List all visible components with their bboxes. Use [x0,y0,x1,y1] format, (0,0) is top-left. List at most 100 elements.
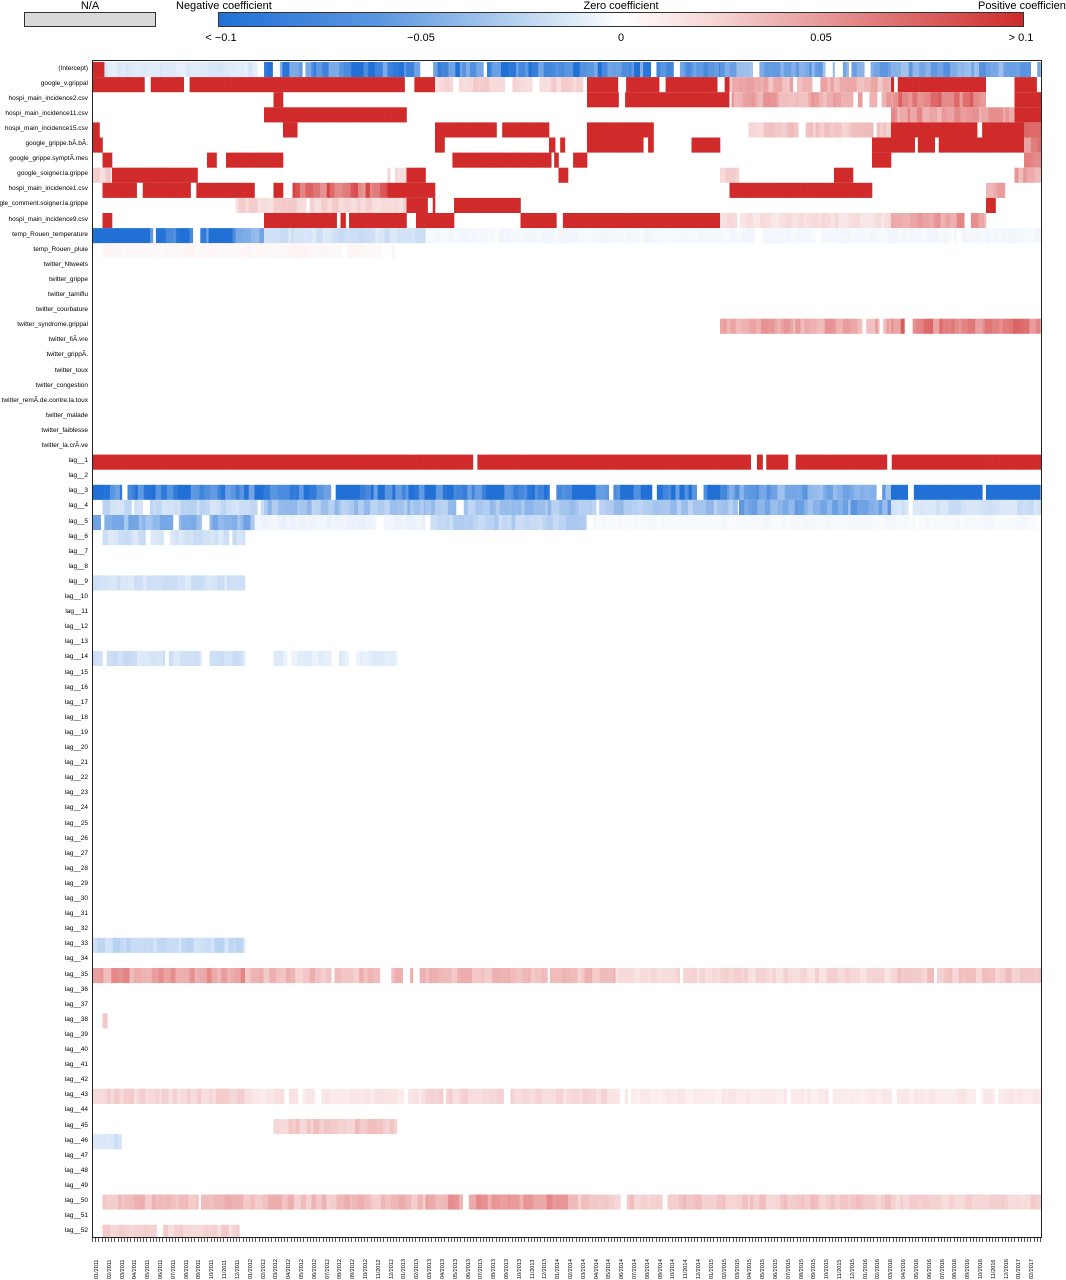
heatmap-cell [661,515,665,531]
heatmap-cell [882,499,888,515]
heatmap-cell [367,515,374,531]
heatmap-cell [993,515,1001,531]
heatmap-cell [596,499,600,515]
heatmap-cell [95,228,99,244]
heatmap-cell [518,228,526,244]
heatmap-cell [825,1088,830,1104]
heatmap-cell [359,968,365,984]
heatmap-cell [795,515,800,531]
heatmap-cell [643,62,652,78]
heatmap-cell [267,197,274,213]
heatmap-cell [157,937,165,953]
heatmap-cell [222,62,230,78]
heatmap-cell [390,515,395,531]
heatmap-cell [178,937,182,953]
heatmap-cell [691,92,695,108]
heatmap-cell [277,515,283,531]
heatmap-cell [311,62,315,78]
heatmap-cell [221,77,226,93]
heatmap-cell [136,182,144,198]
heatmap-cell [346,1119,356,1135]
heatmap-cell [788,122,795,138]
heatmap-cell [862,92,870,108]
heatmap-cell [254,228,260,244]
heatmap-cell [862,318,867,334]
heatmap-cell [1001,137,1005,153]
x-tick-mark [181,1238,183,1242]
heatmap-cell [243,182,250,198]
heatmap-cell [298,1088,303,1104]
heatmap-cell [832,62,836,78]
heatmap-cell [414,62,421,78]
heatmap-cell [558,167,564,183]
heatmap-cell [438,77,444,93]
heatmap-cell [737,92,743,108]
heatmap-cell [824,213,831,229]
heatmap-cell [910,454,913,470]
heatmap-cell [131,62,135,78]
heatmap-cell [349,650,357,666]
heatmap-cell [271,243,277,259]
heatmap-cell [97,228,101,244]
heatmap-cell [297,77,301,93]
heatmap-cell [218,530,224,546]
heatmap-cell [979,515,987,531]
row-label: lag__36 [64,985,88,993]
x-tick-mark [655,1238,657,1242]
heatmap-cell [711,1194,717,1210]
heatmap-cell [973,77,981,93]
heatmap-cell [293,1194,302,1210]
x-tick-label: 11/2016 [990,1259,997,1279]
heatmap-cell [170,968,176,984]
heatmap-cell [143,1224,150,1237]
heatmap-cell [413,197,422,213]
heatmap-cell [985,77,987,93]
heatmap-cell [597,122,606,138]
heatmap-cell [97,62,101,78]
heatmap-cell [848,62,852,78]
heatmap-cell [177,499,181,515]
heatmap-cell [373,484,378,500]
heatmap-cell [382,62,388,78]
heatmap-cell [295,1119,300,1135]
heatmap-cell [551,62,556,78]
heatmap-cell [728,968,734,984]
heatmap-cell [985,122,989,138]
heatmap-cell [1031,228,1036,244]
row-label: lag__39 [64,1030,88,1038]
heatmap-cell [114,484,121,500]
heatmap-cell [902,213,911,229]
heatmap-cell [728,454,733,470]
heatmap-cell [351,515,360,531]
heatmap-cell [504,228,508,244]
heatmap-cell [678,77,688,93]
heatmap-cell [791,213,799,229]
heatmap-cell [374,107,377,123]
heatmap-cell [749,318,756,334]
heatmap-cell [288,228,292,244]
heatmap-cell [193,228,201,244]
x-tick-mark [908,1238,910,1242]
heatmap-cell [755,228,763,244]
heatmap-cell [434,1088,439,1104]
x-tick-label: 03/2015 [734,1259,741,1279]
heatmap-cell [421,197,429,213]
heatmap-cell [999,77,1008,93]
heatmap-cell [211,243,214,259]
heatmap-cell [321,515,328,531]
heatmap-cell [766,213,771,229]
heatmap-cell [163,937,168,953]
heatmap-cell [263,243,272,259]
heatmap-cell [105,243,114,259]
heatmap-cell [134,968,142,984]
x-tick-mark [200,1238,202,1242]
heatmap-cell [840,1194,849,1210]
x-tick-label: 02/2016 [875,1259,882,1279]
heatmap-cell [154,243,158,259]
x-tick-mark [373,1238,375,1242]
heatmap-cell [271,152,276,168]
heatmap-cell [533,213,540,229]
heatmap-cell [939,499,943,515]
heatmap-cell [642,499,650,515]
heatmap-cell [662,1088,667,1104]
